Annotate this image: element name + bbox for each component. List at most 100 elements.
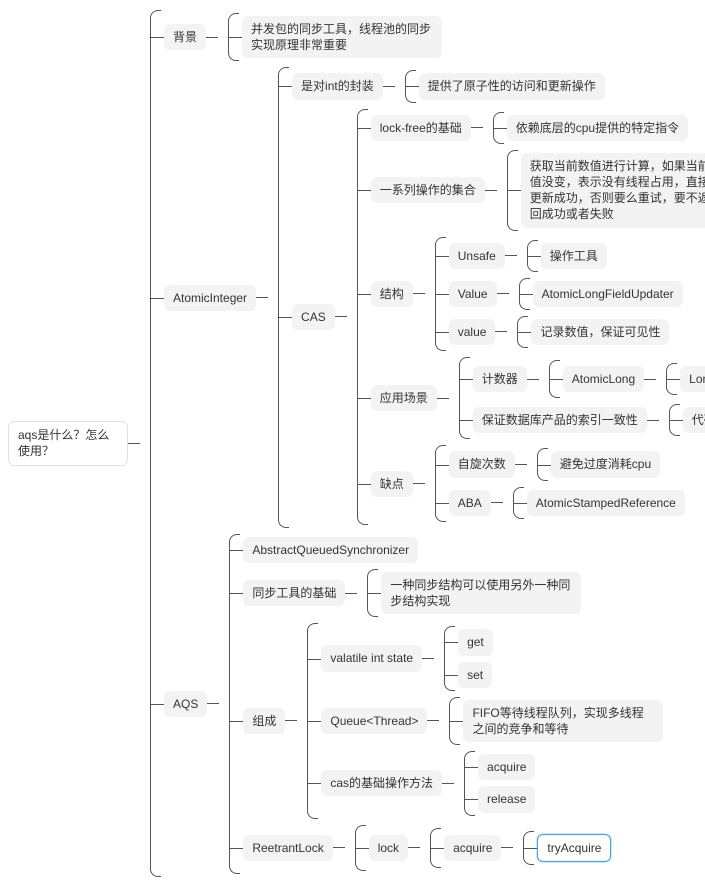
mind-node[interactable]: AtomicInteger 是对int的封装 提供了原子性的访问和更新操作 CAS lo… bbox=[164, 67, 697, 527]
child-row: ABA AtomicStampedReference bbox=[449, 485, 685, 521]
node-label[interactable]: 应用场景 bbox=[371, 385, 437, 411]
mind-node[interactable]: 提供了原子性的访问和更新操作 bbox=[419, 73, 605, 99]
mind-node[interactable]: ReetrantLock lock acquire tryAcquire bbox=[243, 825, 611, 871]
node-label[interactable]: 提供了原子性的访问和更新操作 bbox=[419, 73, 605, 99]
mind-node[interactable]: lock-free的基础 依赖底层的cpu提供的特定指令 bbox=[371, 112, 688, 144]
mind-node[interactable]: 保证数据库产品的索引一致性 代码 bbox=[473, 404, 705, 436]
mind-node[interactable]: 一系列操作的集合 获取当前数值进行计算，如果当前值没变，表示没有线程占用，直接更新… bbox=[371, 150, 697, 231]
children-group: acquire tryAcquire bbox=[430, 828, 611, 868]
node-label[interactable]: 结构 bbox=[371, 281, 413, 307]
node-label[interactable]: AQS bbox=[164, 691, 207, 717]
node-label[interactable]: get bbox=[458, 629, 493, 655]
node-label[interactable]: lock bbox=[369, 835, 408, 861]
mind-node[interactable]: 同步工具的基础 一种同步结构可以使用另外一种同步结构实现 bbox=[243, 569, 581, 617]
mind-node[interactable]: get bbox=[458, 629, 493, 655]
children-group: tryAcquire bbox=[523, 831, 611, 865]
mind-node[interactable]: AtomicLong LongAdder bbox=[563, 363, 705, 395]
mind-node[interactable]: LongAdder bbox=[680, 366, 705, 392]
node-label[interactable]: set bbox=[458, 662, 492, 688]
node-label[interactable]: LongAdder bbox=[680, 366, 705, 392]
mind-node[interactable]: 一种同步结构可以使用另外一种同步结构实现 bbox=[381, 572, 581, 614]
mind-node[interactable]: 并发包的同步工具，线程池的同步实现原理非常重要 bbox=[242, 16, 442, 58]
node-label[interactable]: ReetrantLock bbox=[243, 835, 332, 861]
mind-node[interactable]: 依赖底层的cpu提供的特定指令 bbox=[507, 115, 688, 141]
mind-node[interactable]: release bbox=[478, 786, 535, 812]
connector-dash bbox=[497, 293, 509, 294]
mind-node[interactable]: 应用场景计数器AtomicLongLongAdder保证数据库产品的索引一致性代… bbox=[371, 357, 697, 439]
node-label[interactable]: 并发包的同步工具，线程池的同步实现原理非常重要 bbox=[242, 16, 442, 58]
mind-node[interactable]: 记录数值，保证可见性 bbox=[531, 319, 669, 345]
node-label[interactable]: value bbox=[449, 319, 496, 345]
node-label[interactable]: 避免过度消耗cpu bbox=[551, 451, 660, 477]
node-label[interactable]: cas的基础操作方法 bbox=[321, 770, 442, 796]
mind-node[interactable]: value 记录数值，保证可见性 bbox=[449, 316, 670, 348]
mind-node[interactable]: 是对int的封装 提供了原子性的访问和更新操作 bbox=[292, 70, 605, 102]
node-label[interactable]: valatile int state bbox=[321, 645, 422, 671]
mind-node[interactable]: 背景 并发包的同步工具，线程池的同步实现原理非常重要 bbox=[164, 13, 442, 61]
mind-node[interactable]: CAS lock-free的基础 依赖底层的cpu提供的特定指令一系列操作的集合 获取… bbox=[292, 109, 697, 525]
node-label[interactable]: Value bbox=[449, 281, 497, 307]
node-label[interactable]: 保证数据库产品的索引一致性 bbox=[473, 407, 647, 433]
node-label[interactable]: 缺点 bbox=[371, 471, 413, 497]
node-label[interactable]: 获取当前数值进行计算，如果当前值没变，表示没有线程占用，直接更新成功，否则要么重… bbox=[521, 153, 705, 228]
node-label[interactable]: 是对int的封装 bbox=[292, 73, 383, 99]
child-row: 计数器 AtomicLong LongAdder bbox=[473, 358, 705, 400]
node-label[interactable]: AtomicLongFieldUpdater bbox=[533, 281, 683, 307]
node-label[interactable]: 一系列操作的集合 bbox=[371, 177, 485, 203]
node-label[interactable]: lock-free的基础 bbox=[371, 115, 471, 141]
mind-node[interactable]: tryAcquire bbox=[537, 834, 611, 862]
node-label[interactable]: CAS bbox=[292, 304, 335, 330]
node-label[interactable]: AtomicInteger bbox=[164, 285, 256, 311]
mind-node[interactable]: 避免过度消耗cpu bbox=[551, 451, 660, 477]
mind-node[interactable]: 计数器 AtomicLong LongAdder bbox=[473, 360, 705, 398]
mind-node[interactable]: AbstractQueuedSynchronizer bbox=[243, 537, 418, 563]
node-label[interactable]: tryAcquire bbox=[537, 834, 611, 862]
mind-node[interactable]: Unsafe 操作工具 bbox=[449, 240, 607, 272]
mind-node[interactable]: 代码 bbox=[683, 407, 705, 433]
mind-node[interactable]: 组成 valatile int state get set Queue<Thread> F… bbox=[243, 623, 663, 818]
mind-node[interactable]: 操作工具 bbox=[541, 243, 607, 269]
node-label[interactable]: Queue<Thread> bbox=[321, 708, 427, 734]
node-label[interactable]: 一种同步结构可以使用另外一种同步结构实现 bbox=[381, 572, 581, 614]
mind-node[interactable]: 自旋次数 避免过度消耗cpu bbox=[449, 448, 660, 480]
mind-node[interactable]: Queue<Thread> FIFO等待线程队列，实现多线程之间的竞争和等待 bbox=[321, 697, 663, 745]
node-label[interactable]: AbstractQueuedSynchronizer bbox=[243, 537, 418, 563]
node-label[interactable]: 依赖底层的cpu提供的特定指令 bbox=[507, 115, 688, 141]
node-label[interactable]: 记录数值，保证可见性 bbox=[531, 319, 669, 345]
node-label[interactable]: acquire bbox=[444, 835, 501, 861]
node-label[interactable]: release bbox=[478, 786, 535, 812]
mind-node[interactable]: ABA AtomicStampedReference bbox=[449, 487, 685, 519]
mind-node[interactable]: AQS AbstractQueuedSynchronizer 同步工具的基础 一种同步… bbox=[164, 534, 663, 874]
mind-node[interactable]: AtomicStampedReference bbox=[527, 490, 685, 516]
mind-node[interactable]: set bbox=[458, 662, 492, 688]
mind-node[interactable]: FIFO等待线程队列，实现多线程之间的竞争和等待 bbox=[463, 700, 663, 742]
node-label[interactable]: aqs是什么？怎么使用？ bbox=[8, 421, 128, 465]
mind-node[interactable]: 结构 Unsafe 操作工具 Value AtomicLongFieldUpdater v… bbox=[371, 237, 683, 352]
node-label[interactable]: 操作工具 bbox=[541, 243, 607, 269]
mind-node[interactable]: Value AtomicLongFieldUpdater bbox=[449, 278, 683, 310]
mind-node[interactable]: cas的基础操作方法 acquire release bbox=[321, 751, 535, 815]
mind-node[interactable]: aqs是什么？怎么使用？ 背景 并发包的同步工具，线程池的同步实现原理非常重要 Ato… bbox=[8, 10, 697, 877]
node-label[interactable]: Unsafe bbox=[449, 243, 505, 269]
mind-node[interactable]: 缺点 自旋次数 避免过度消耗cpu ABA AtomicStampedReference bbox=[371, 445, 685, 521]
node-label[interactable]: 同步工具的基础 bbox=[243, 580, 345, 606]
node-label[interactable]: FIFO等待线程队列，实现多线程之间的竞争和等待 bbox=[463, 700, 663, 742]
mind-node[interactable]: acquire tryAcquire bbox=[444, 831, 611, 865]
node-label[interactable]: AtomicStampedReference bbox=[527, 490, 685, 516]
node-label[interactable]: 计数器 bbox=[473, 366, 527, 392]
node-label[interactable]: 代码 bbox=[683, 407, 705, 433]
child-row: 避免过度消耗cpu bbox=[551, 449, 660, 479]
node-label[interactable]: 背景 bbox=[164, 24, 206, 50]
child-row: 操作工具 bbox=[541, 241, 607, 271]
node-label[interactable]: acquire bbox=[478, 754, 535, 780]
child-row: ReetrantLock lock acquire tryAcquire bbox=[243, 823, 663, 873]
node-label[interactable]: 组成 bbox=[243, 708, 285, 734]
node-label[interactable]: 自旋次数 bbox=[449, 451, 515, 477]
mind-node[interactable]: acquire bbox=[478, 754, 535, 780]
node-label[interactable]: AtomicLong bbox=[563, 366, 644, 392]
node-label[interactable]: ABA bbox=[449, 490, 491, 516]
mind-node[interactable]: 获取当前数值进行计算，如果当前值没变，表示没有线程占用，直接更新成功，否则要么重… bbox=[521, 153, 697, 228]
mind-node[interactable]: lock acquire tryAcquire bbox=[369, 828, 612, 868]
mind-node[interactable]: AtomicLongFieldUpdater bbox=[533, 281, 683, 307]
mind-node[interactable]: valatile int state get set bbox=[321, 626, 492, 690]
